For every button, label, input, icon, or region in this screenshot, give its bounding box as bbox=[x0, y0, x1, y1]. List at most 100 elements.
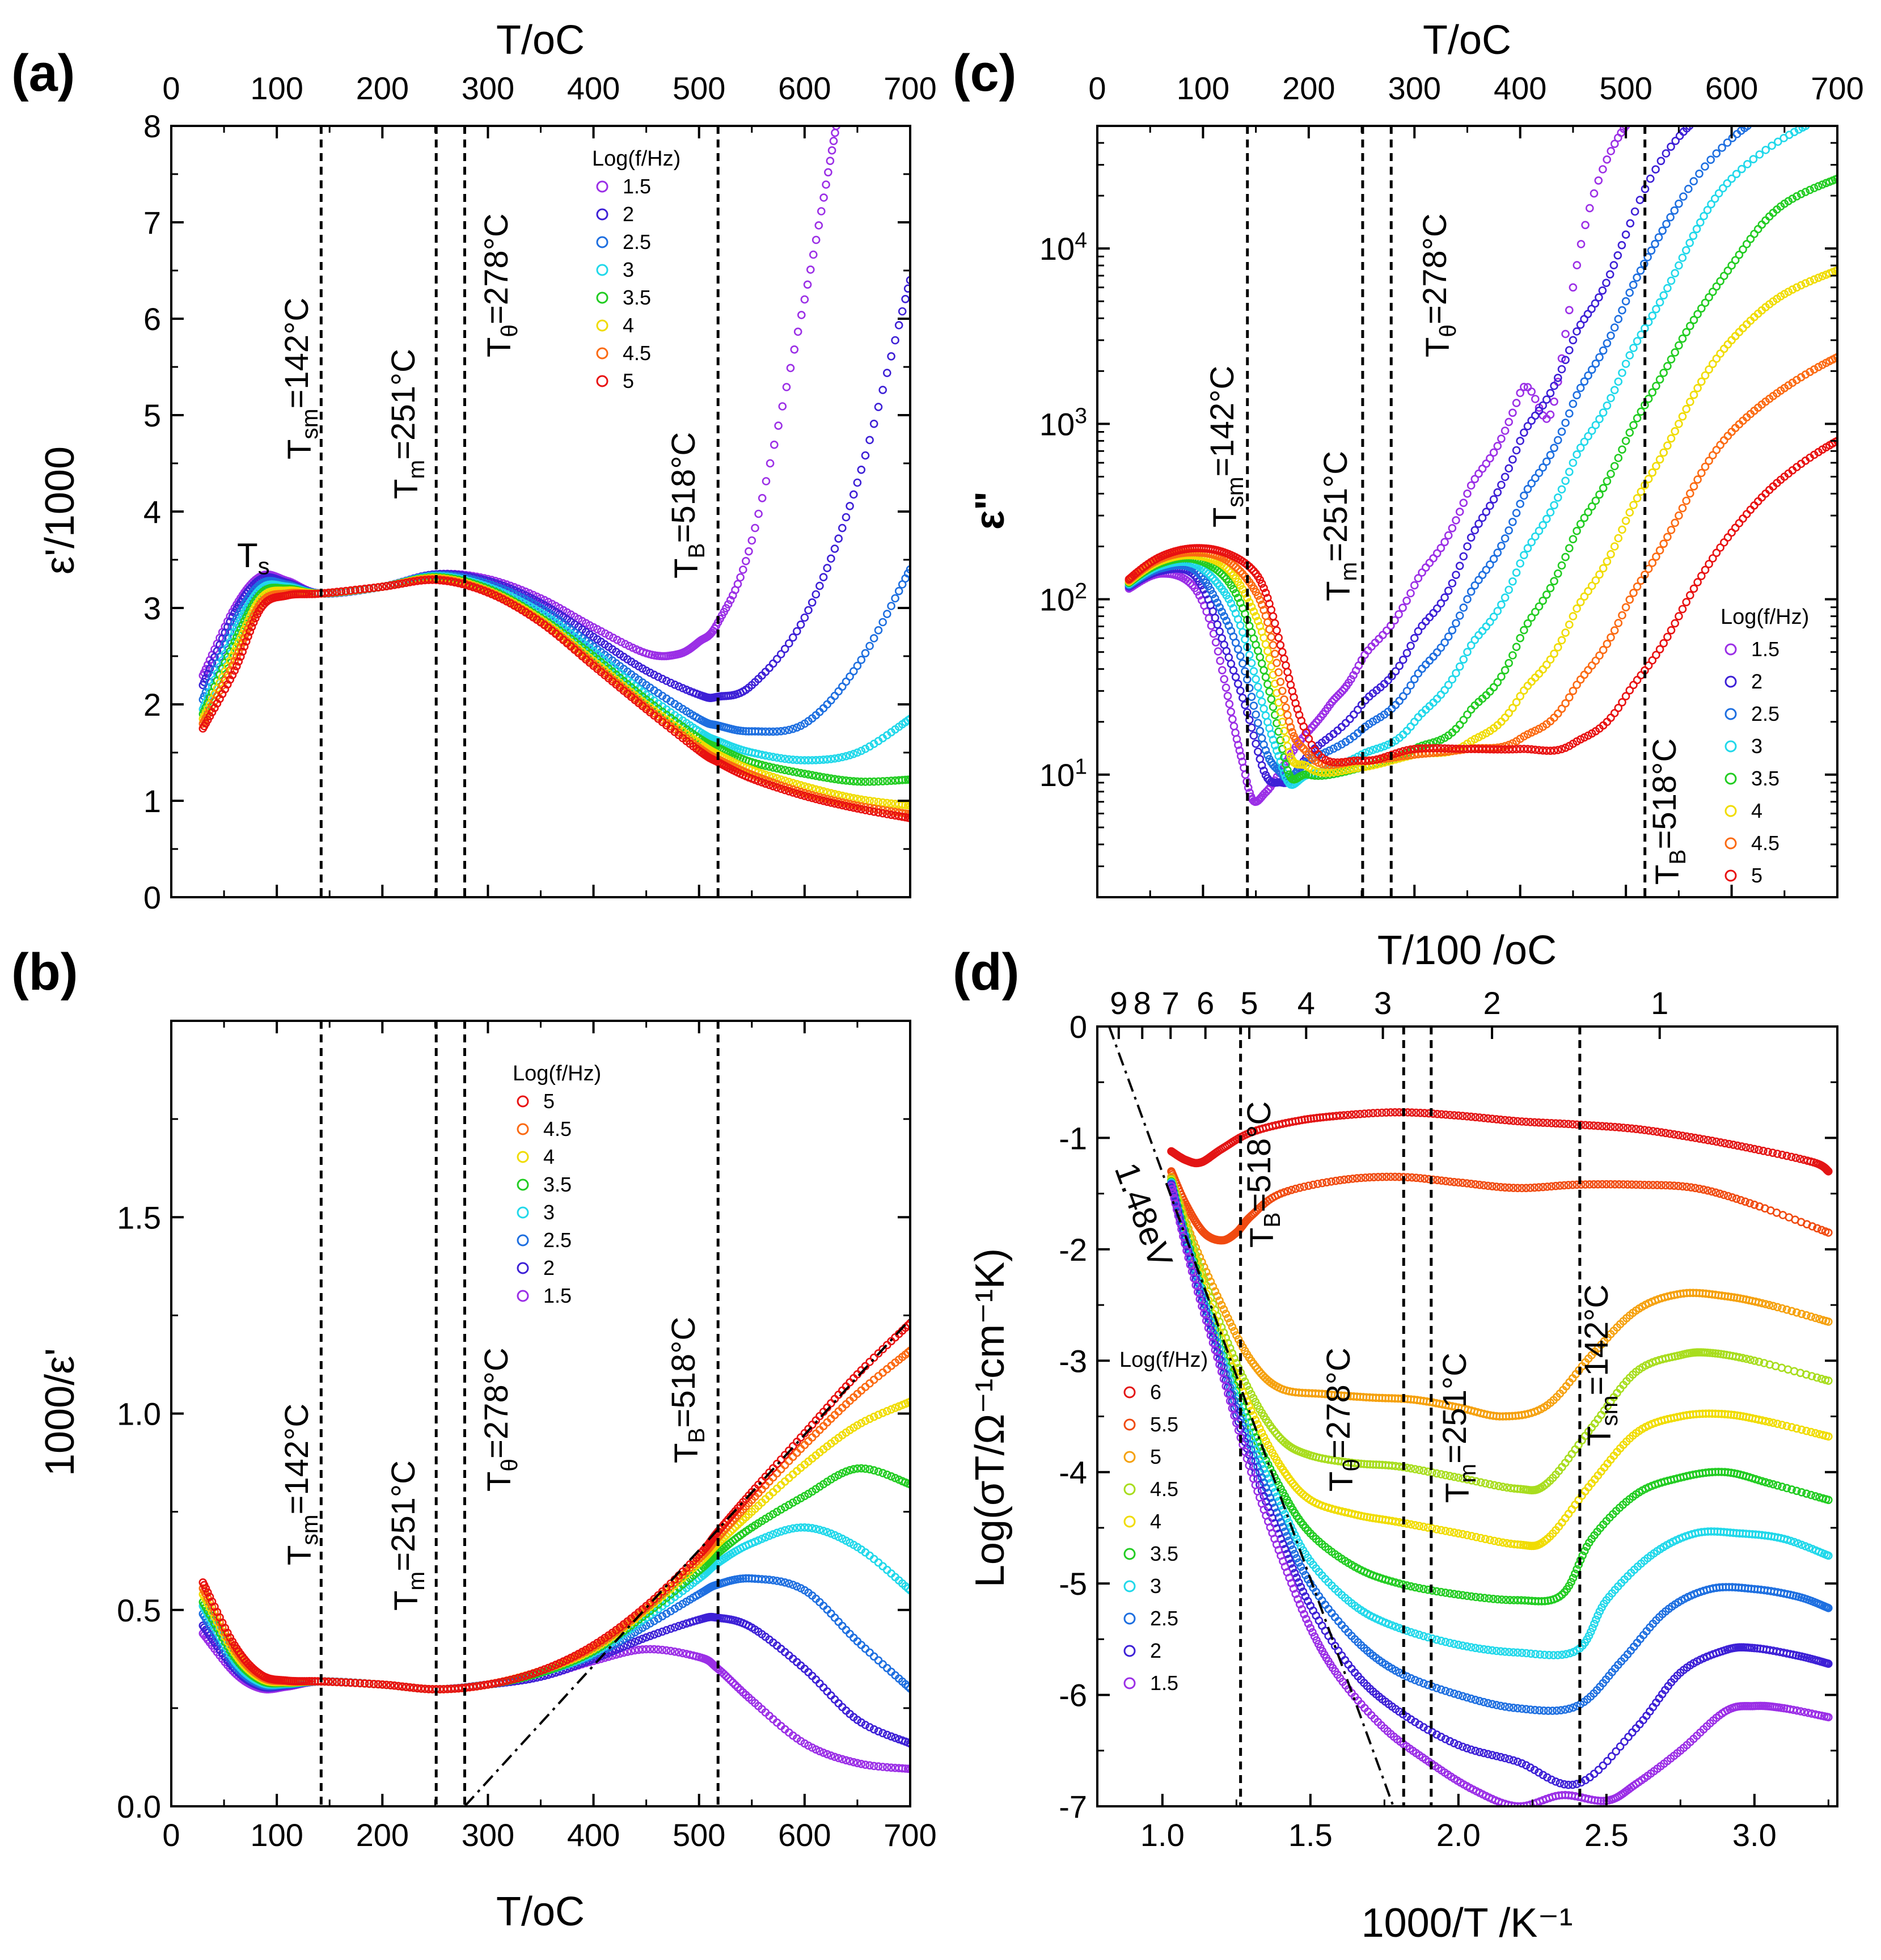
data-point bbox=[1614, 315, 1623, 323]
data-point bbox=[1565, 306, 1574, 315]
data-point bbox=[1267, 695, 1276, 704]
data-point bbox=[883, 1763, 891, 1772]
data-point bbox=[1584, 508, 1592, 517]
data-point bbox=[906, 715, 910, 723]
data-point bbox=[1637, 407, 1646, 416]
data-point bbox=[1497, 480, 1506, 489]
data-point bbox=[1538, 597, 1547, 605]
data-point bbox=[1678, 254, 1687, 262]
data-point bbox=[869, 808, 878, 816]
data-point bbox=[498, 1677, 508, 1686]
data-point bbox=[476, 585, 485, 594]
data-point bbox=[819, 1748, 828, 1757]
data-point bbox=[1557, 354, 1566, 363]
legend-label-1_5: 1.5 bbox=[543, 1284, 572, 1307]
legend-marker-2_5 bbox=[596, 236, 608, 248]
data-point bbox=[1470, 526, 1480, 535]
data-point bbox=[861, 1721, 870, 1729]
data-point bbox=[1561, 552, 1570, 561]
data-point bbox=[1576, 443, 1585, 452]
data-point bbox=[1621, 230, 1630, 239]
data-point bbox=[1706, 155, 1715, 164]
data-point bbox=[830, 1752, 839, 1762]
x-tick-label: 200 bbox=[356, 1817, 409, 1853]
data-point bbox=[635, 1636, 643, 1645]
data-point bbox=[814, 221, 823, 230]
data-point bbox=[1406, 681, 1415, 690]
data-point bbox=[806, 265, 815, 274]
data-point bbox=[878, 618, 887, 627]
data-point bbox=[883, 810, 891, 818]
data-point bbox=[811, 1524, 821, 1534]
data-point bbox=[846, 776, 854, 785]
data-point bbox=[776, 1527, 785, 1536]
panel-a: 0 100 200 300 400 500 600 700012345678T/oC(a)ε'… bbox=[11, 18, 937, 915]
data-point bbox=[642, 1633, 650, 1642]
data-point bbox=[780, 1526, 789, 1535]
data-point bbox=[838, 1755, 847, 1764]
data-point bbox=[472, 1682, 481, 1691]
legend-label-3_5: 3.5 bbox=[543, 1173, 572, 1196]
data-point bbox=[1236, 652, 1245, 661]
data-point bbox=[1325, 768, 1334, 777]
data-point bbox=[623, 1641, 632, 1649]
data-point bbox=[1689, 315, 1698, 324]
data-point bbox=[638, 1634, 647, 1643]
data-point bbox=[769, 727, 777, 736]
data-point bbox=[827, 554, 835, 563]
data-point bbox=[1546, 508, 1555, 517]
data-point bbox=[861, 778, 870, 786]
data-point bbox=[658, 1627, 667, 1636]
data-point bbox=[808, 771, 817, 780]
data-point bbox=[1523, 484, 1532, 493]
data-point bbox=[1743, 160, 1752, 168]
data-point bbox=[1233, 679, 1242, 688]
data-point bbox=[1633, 273, 1641, 282]
data-point bbox=[830, 1531, 839, 1540]
data-point bbox=[1527, 479, 1536, 488]
data-point bbox=[780, 754, 789, 763]
legend-marker-2_5 bbox=[517, 1234, 529, 1247]
data-point bbox=[1590, 189, 1599, 198]
data-point bbox=[1542, 590, 1551, 599]
data-point bbox=[842, 802, 851, 810]
data-point bbox=[891, 336, 899, 345]
data-point bbox=[1440, 538, 1449, 547]
data-point bbox=[1818, 180, 1827, 189]
data-point bbox=[739, 565, 747, 574]
data-point bbox=[1538, 401, 1547, 410]
data-point bbox=[1594, 176, 1603, 185]
data-point bbox=[874, 808, 883, 817]
vline-label-tb: TB=518°C bbox=[665, 1317, 709, 1463]
data-point bbox=[1652, 382, 1660, 390]
data-point bbox=[830, 799, 839, 808]
data-point bbox=[635, 1645, 643, 1654]
data-point bbox=[1581, 221, 1590, 230]
data-point bbox=[1656, 157, 1666, 166]
data-point bbox=[874, 1467, 883, 1476]
data-point bbox=[1678, 334, 1687, 343]
data-point bbox=[1489, 448, 1498, 457]
data-point bbox=[1317, 768, 1326, 777]
data-point bbox=[1493, 442, 1502, 450]
data-point bbox=[736, 1574, 745, 1583]
data-point bbox=[1662, 219, 1671, 229]
x-top-tick-label: 700 bbox=[884, 70, 936, 106]
data-point bbox=[1584, 587, 1592, 595]
data-point bbox=[780, 783, 789, 791]
data-point bbox=[827, 1751, 835, 1760]
data-point bbox=[1241, 635, 1249, 644]
legend-label-3: 3 bbox=[623, 258, 634, 281]
data-point bbox=[1576, 519, 1585, 529]
data-point bbox=[405, 1683, 415, 1692]
data-point bbox=[1561, 356, 1570, 365]
data-point bbox=[1591, 421, 1600, 429]
data-point bbox=[1497, 672, 1506, 681]
data-point bbox=[1569, 399, 1578, 408]
data-point bbox=[386, 1681, 395, 1689]
data-point bbox=[646, 1619, 654, 1628]
x-top-tick-label: 400 bbox=[567, 70, 620, 106]
panel-label: (b) bbox=[11, 943, 78, 1001]
data-point bbox=[1667, 276, 1676, 285]
data-point bbox=[1609, 261, 1618, 269]
